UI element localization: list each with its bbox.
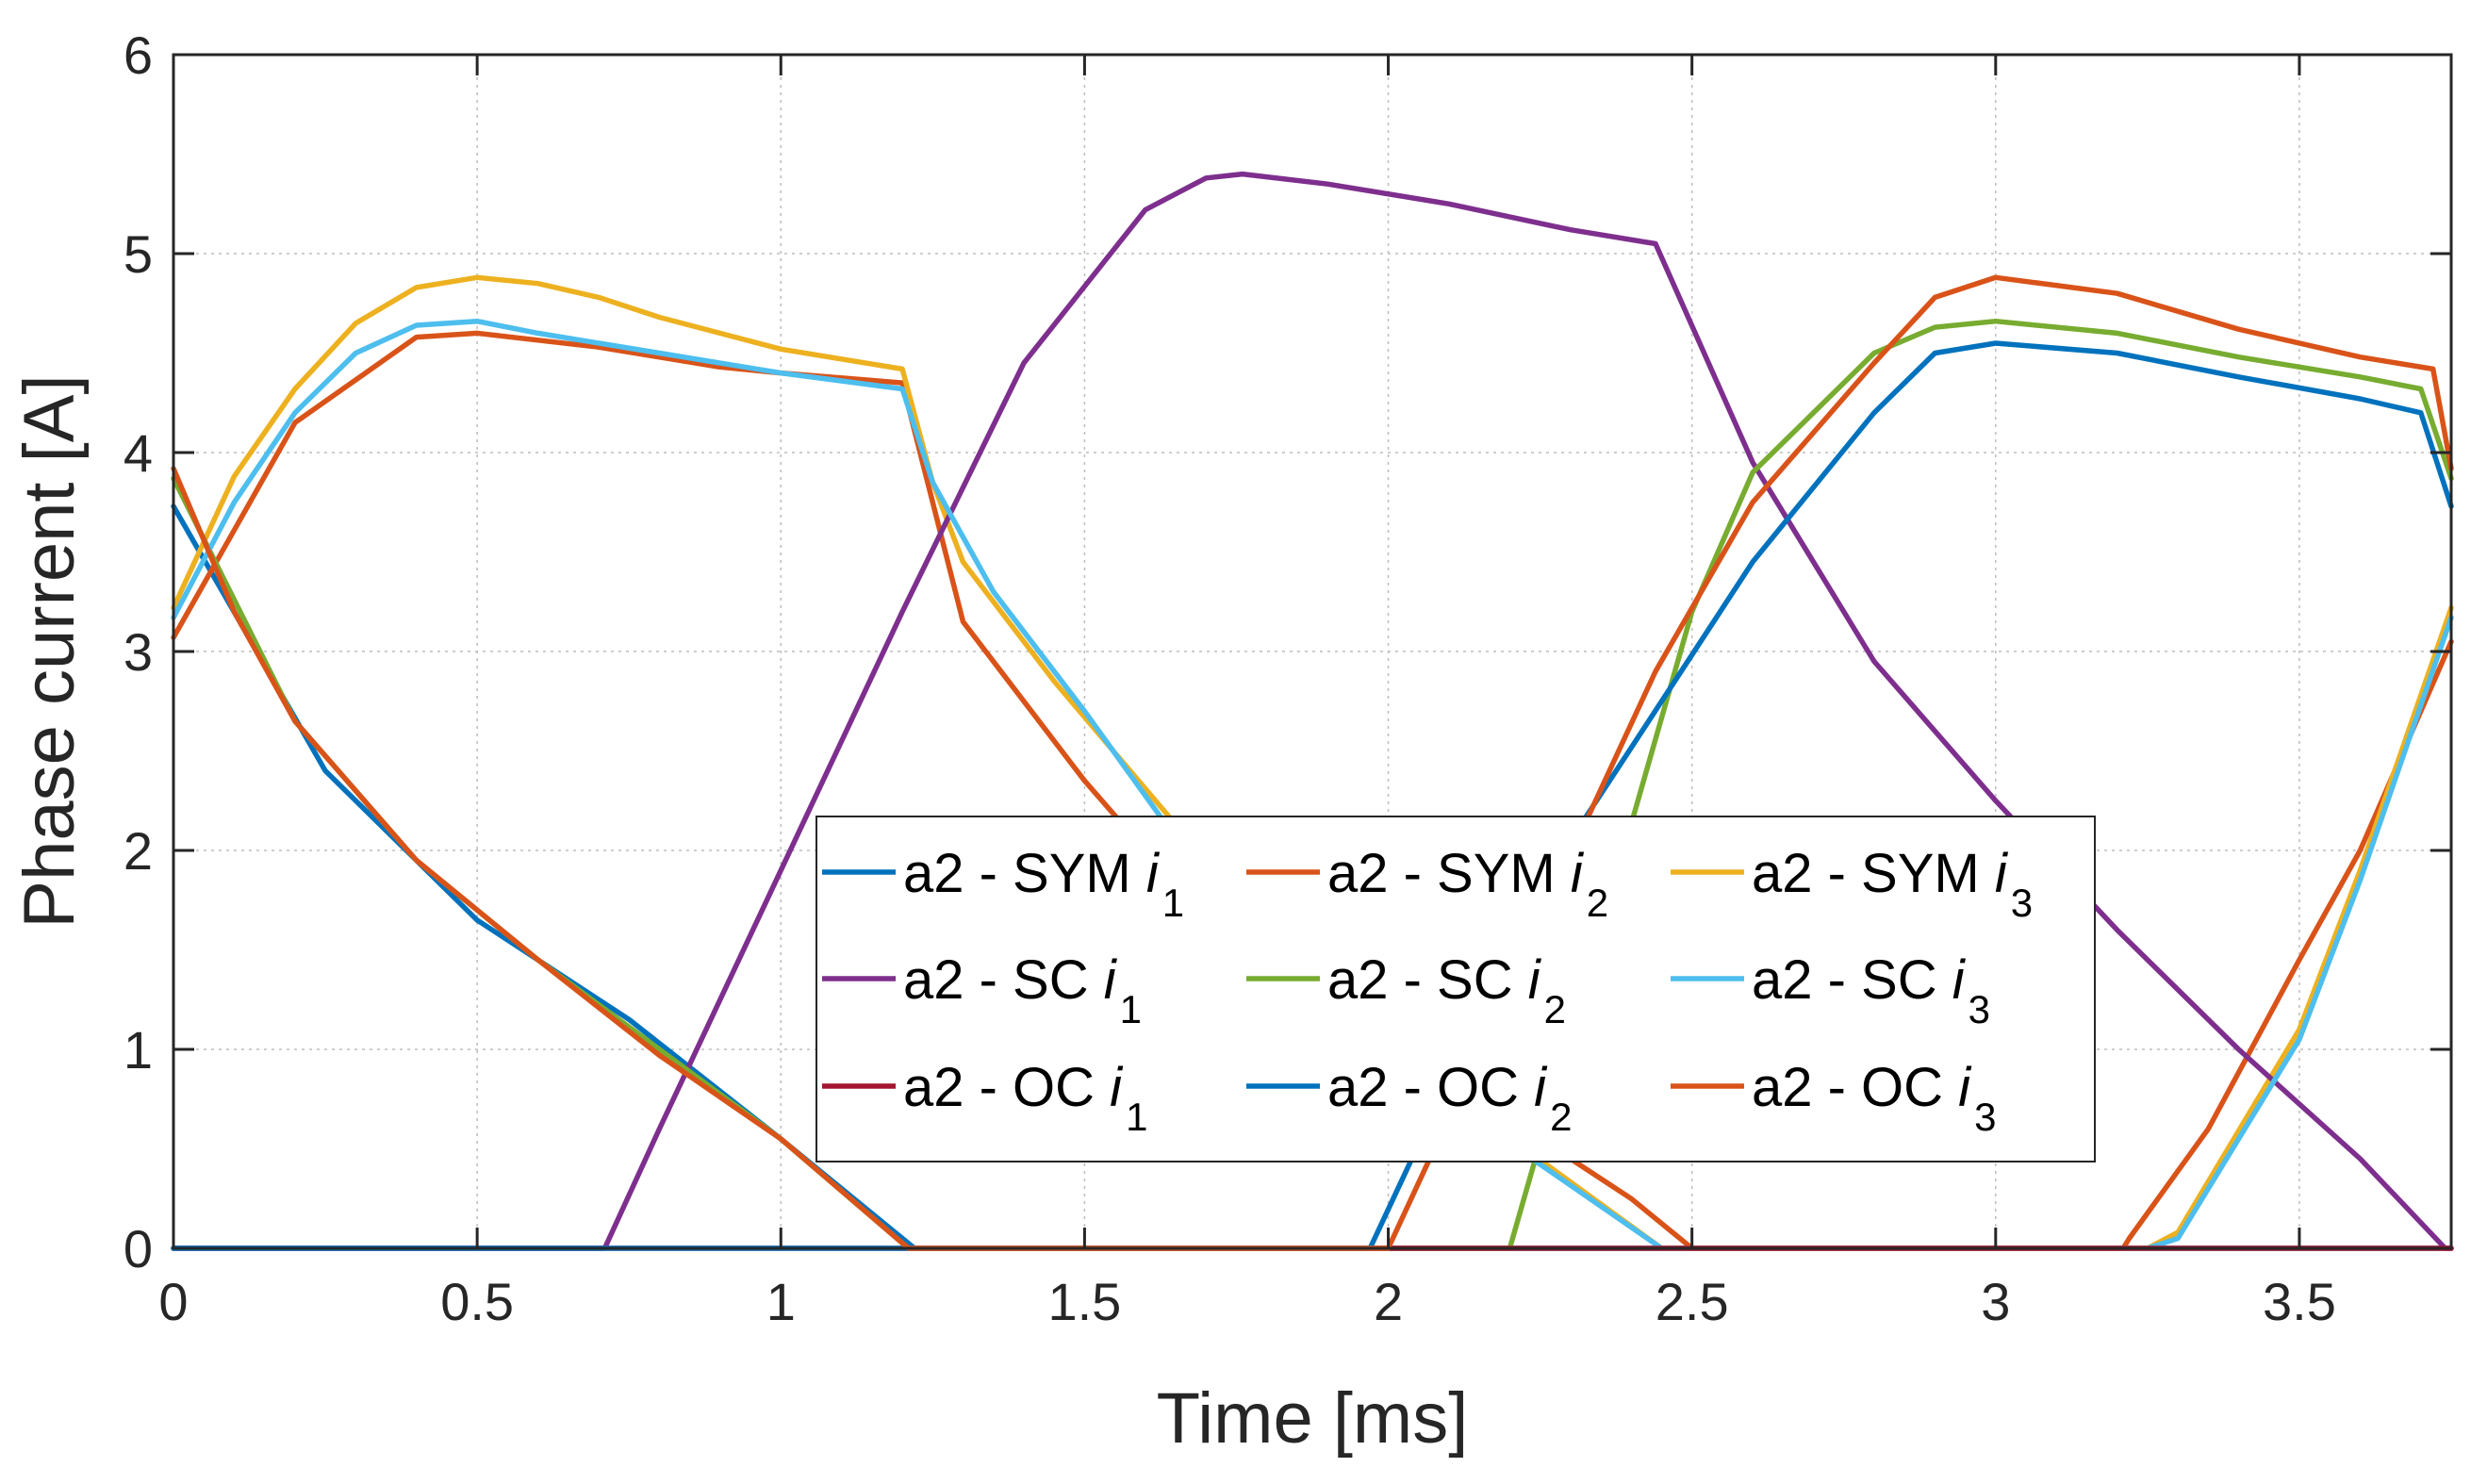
legend-label-8: a2 - OC i2 bbox=[1327, 1057, 1572, 1139]
x-tick-label-5: 2.5 bbox=[1656, 1272, 1729, 1331]
legend: a2 - SYM i1 a2 - SYM i2 a2 - SYM i3 a2 - SC… bbox=[815, 816, 2096, 1162]
y-axis-label: Phase current [A] bbox=[9, 374, 90, 928]
x-tick-label-7: 3.5 bbox=[2263, 1272, 2336, 1331]
y-tick-label-6: 6 bbox=[124, 25, 153, 85]
y-tick-label-5: 5 bbox=[124, 224, 153, 284]
legend-box bbox=[815, 816, 2096, 1162]
x-tick-label-1: 0.5 bbox=[440, 1272, 514, 1331]
axis-ticks: 0 0.5 1 1.5 2 2.5 3 3.5 0 1 2 3 4 5 6 bbox=[124, 25, 2451, 1331]
legend-label-3: a2 - SYM i3 bbox=[1752, 843, 2033, 925]
y-tick-label-3: 3 bbox=[124, 622, 153, 682]
legend-label-5: a2 - SC i2 bbox=[1327, 949, 1566, 1031]
series-line-6 bbox=[171, 318, 2454, 1251]
legend-label-6: a2 - SC i3 bbox=[1752, 949, 1990, 1031]
x-tick-label-0: 0 bbox=[158, 1272, 188, 1331]
x-tick-label-6: 3 bbox=[1981, 1272, 2010, 1331]
x-tick-label-2: 1 bbox=[766, 1272, 796, 1331]
x-axis-label: Time [ms] bbox=[1157, 1378, 1469, 1459]
y-tick-label-1: 1 bbox=[124, 1020, 153, 1080]
series-line-4 bbox=[171, 171, 2454, 1251]
legend-label-4: a2 - SC i1 bbox=[903, 949, 1142, 1031]
legend-label-9: a2 - OC i3 bbox=[1752, 1057, 1996, 1139]
x-tick-label-4: 2 bbox=[1374, 1272, 1403, 1331]
y-tick-label-0: 0 bbox=[124, 1219, 153, 1278]
y-tick-label-4: 4 bbox=[124, 423, 153, 483]
y-tick-label-2: 2 bbox=[124, 821, 153, 881]
legend-label-2: a2 - SYM i2 bbox=[1327, 843, 1608, 925]
legend-label-1: a2 - SYM i1 bbox=[903, 843, 1184, 925]
legend-label-7: a2 - OC i1 bbox=[903, 1057, 1147, 1139]
x-tick-label-3: 1.5 bbox=[1047, 1272, 1121, 1331]
